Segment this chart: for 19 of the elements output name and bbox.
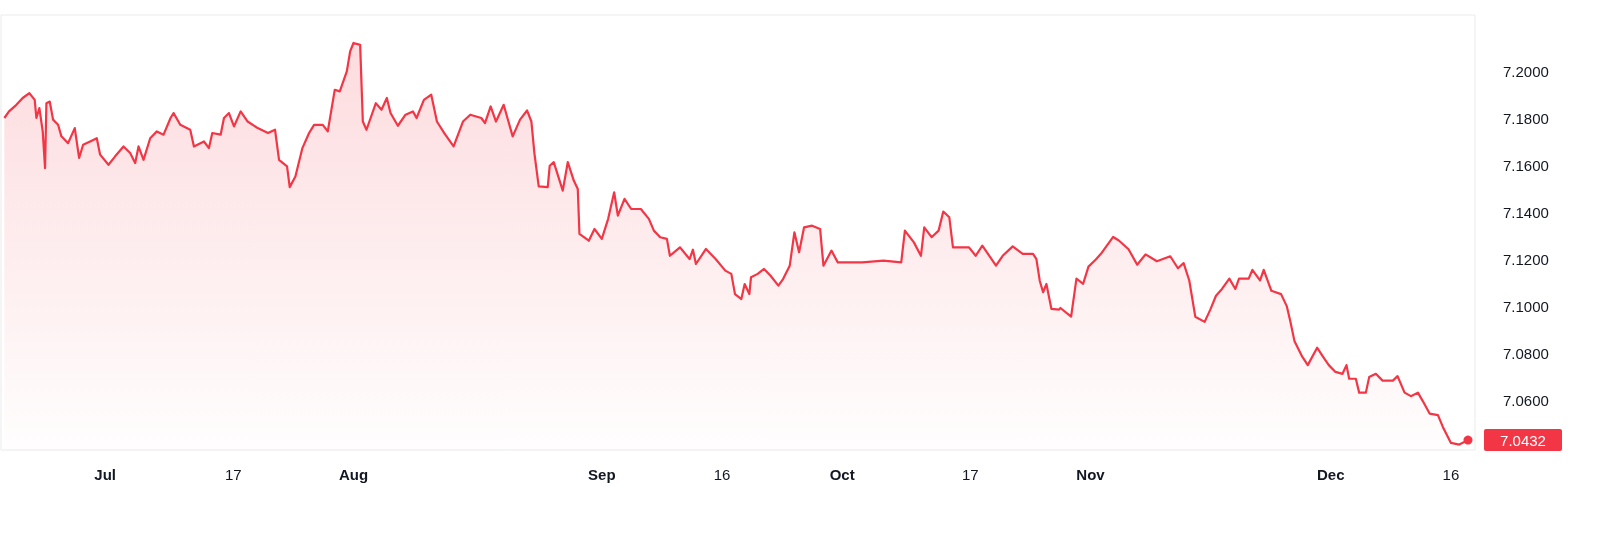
x-tick-label: Oct	[829, 466, 855, 483]
y-tick-label: 7.1000	[1503, 298, 1549, 316]
annotation: 7.0432	[1500, 431, 1546, 449]
x-tick-label: 17	[224, 466, 242, 483]
x-tick-label: Dec	[1317, 466, 1345, 483]
y-tick-label: 7.2000	[1503, 62, 1549, 80]
x-tick-label: 16	[713, 466, 731, 483]
x-tick-label: Sep	[588, 466, 616, 483]
y-tick-label: 7.0600	[1503, 392, 1549, 410]
x-tick-label: 16	[1442, 466, 1460, 483]
y-tick-label: 7.1200	[1503, 251, 1549, 269]
x-tick-label: 17	[961, 466, 979, 483]
y-tick-label: 7.1800	[1503, 109, 1549, 127]
x-tick-label: Nov	[1076, 466, 1106, 483]
x-tick-label: Jul	[94, 466, 116, 483]
x-tick-label: Aug	[338, 466, 369, 483]
y-tick-label: 7.0800	[1503, 345, 1549, 363]
y-tick-label: 7.1400	[1503, 204, 1549, 222]
y-tick-label: 7.1600	[1503, 156, 1549, 174]
